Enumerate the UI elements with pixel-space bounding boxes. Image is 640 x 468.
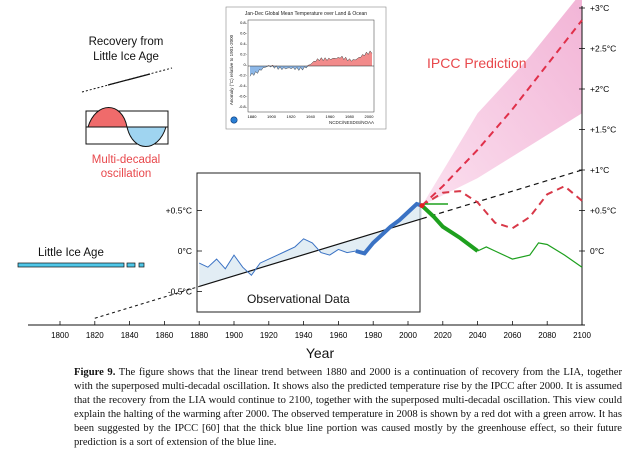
x-tick-label: 1900 <box>225 331 243 340</box>
noaa-logo-icon <box>230 116 238 124</box>
ipcc-prediction-line <box>421 19 583 207</box>
inset-credit: NCDC/NESDIS/NOAA <box>329 120 374 125</box>
green-prediction-thick <box>420 204 479 253</box>
ipcc-prediction-label: IPCC Prediction <box>427 55 527 71</box>
green-prediction-line <box>477 242 583 268</box>
inset-xtick-label: 1920 <box>287 114 297 119</box>
inset-xticks: 1880 1900 1920 1940 1960 1980 2000 <box>248 114 375 119</box>
thick-blue-segment <box>355 201 423 256</box>
lia-bar-segment-2 <box>126 262 136 268</box>
x-tick-label: 2100 <box>573 331 591 340</box>
lia-recovery-trend-dashed <box>94 285 200 319</box>
ipcc-uncertainty-band <box>421 0 582 206</box>
lia-bar <box>17 262 125 268</box>
inset-xtick-label: 1900 <box>267 114 277 119</box>
left-axis-ticks: +0.5°C 0°C -0.5°C <box>166 206 202 297</box>
right-tick-label: 0°C <box>590 246 604 256</box>
noaa-inset: Jan-Dec Global Mean Temperature over Lan… <box>225 6 387 130</box>
x-tick-label: 2040 <box>469 331 487 340</box>
x-tick-label: 1860 <box>156 331 174 340</box>
inset-negative-area <box>250 66 372 77</box>
observed-shading <box>199 204 422 287</box>
x-tick-label: 1960 <box>330 331 348 340</box>
oscillation-diagram <box>85 107 169 147</box>
x-tick-label: 2000 <box>399 331 417 340</box>
left-tick-label: 0°C <box>178 246 192 256</box>
caption-label: Figure 9. <box>74 367 116 378</box>
observational-box <box>196 172 421 313</box>
right-tick-label: +0.5°C <box>590 206 616 216</box>
x-tick-label: 2020 <box>434 331 452 340</box>
future-trend-dashed <box>421 169 583 220</box>
inset-title: Jan-Dec Global Mean Temperature over Lan… <box>245 11 367 17</box>
inset-ytick-label: 0- <box>243 62 247 67</box>
x-tick-label: 1920 <box>260 331 278 340</box>
inset-ytick-label: -0.4- <box>239 83 248 88</box>
x-tick-label: 1980 <box>364 331 382 340</box>
recovery-label-line2: Little Ice Age <box>93 51 159 63</box>
inset-yticks: 0.8- 0.6- 0.4- 0.2- 0- -0.2- -0.4- -0.6- -0.8- <box>239 20 248 109</box>
recovery-solid-segment <box>107 73 151 86</box>
inset-ytick-label: 0.2- <box>240 52 248 57</box>
inset-ylabel: Anomaly (°C) relative to 1901-2000 <box>229 34 234 105</box>
little-ice-age-label: Little Ice Age <box>38 247 104 259</box>
right-tick-label: +2.5°C <box>590 44 616 54</box>
inset-ytick-label: 0.6- <box>240 31 248 36</box>
right-tick-label: +1.5°C <box>590 125 616 135</box>
oscillation-dashed-line <box>421 185 583 230</box>
x-tick-label: 2080 <box>538 331 556 340</box>
inset-xtick-label: 1960 <box>326 114 336 119</box>
x-tick-label: 1800 <box>51 331 69 340</box>
left-tick-label: +0.5°C <box>166 206 192 216</box>
multidecadal-label-line1: Multi-decadal <box>92 154 160 166</box>
inset-ytick-label: -0.2- <box>239 73 248 78</box>
left-tick-label: -0.5°C <box>168 287 192 297</box>
inset-ytick-label: 0.8- <box>240 20 248 25</box>
inset-xtick-label: 2000 <box>365 114 375 119</box>
x-axis-ticks: 1800 1820 1840 1860 1880 1900 1920 1940 1960 1980… <box>51 321 591 340</box>
caption-text: The figure shows that the linear trend b… <box>74 367 622 448</box>
inset-ytick-label: -0.8- <box>239 104 248 109</box>
recovery-label-line1: Recovery from <box>89 36 164 48</box>
inset-xtick-label: 1880 <box>248 114 258 119</box>
inset-positive-area <box>250 50 372 66</box>
multidecadal-label-line2: oscillation <box>101 168 152 180</box>
inset-series-line <box>249 50 373 77</box>
right-tick-label: +2°C <box>590 84 609 94</box>
lia-bar-segment-3 <box>138 262 145 268</box>
inset-ytick-label: 0.4- <box>240 41 248 46</box>
observational-data-label: Observational Data <box>247 292 350 306</box>
right-tick-label: +1°C <box>590 165 609 175</box>
inset-xtick-label: 1940 <box>306 114 316 119</box>
figure-caption: Figure 9. The figure shows that the line… <box>74 366 622 450</box>
right-tick-label: +3°C <box>590 3 609 13</box>
figure-9: 1800 1820 1840 1860 1880 1900 1920 1940 1960 1980… <box>17 0 616 361</box>
x-tick-label: 1880 <box>190 331 208 340</box>
right-axis-ticks: +3°C +2.5°C +2°C +1.5°C +1°C +0.5°C 0°C <box>579 3 616 256</box>
x-tick-label: 1820 <box>86 331 104 340</box>
x-tick-label: 1940 <box>295 331 313 340</box>
inset-ytick-label: -0.6- <box>239 94 248 99</box>
x-tick-label: 2060 <box>504 331 522 340</box>
inset-xtick-label: 1980 <box>345 114 355 119</box>
recovery-dashed-line <box>81 67 173 93</box>
x-tick-label: 1840 <box>121 331 139 340</box>
x-axis-title: Year <box>306 345 335 361</box>
observed-2008-red-dot <box>419 203 425 209</box>
